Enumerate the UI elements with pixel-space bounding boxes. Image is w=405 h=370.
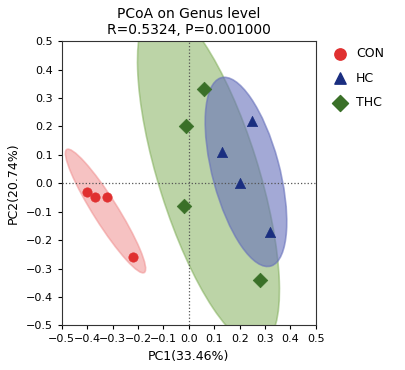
- Point: [219, 149, 225, 155]
- Ellipse shape: [137, 6, 279, 346]
- Ellipse shape: [205, 77, 287, 266]
- Point: [84, 189, 90, 195]
- Point: [257, 277, 263, 283]
- Point: [92, 195, 98, 201]
- Point: [201, 87, 207, 92]
- Point: [104, 195, 111, 201]
- Title: PCoA on Genus level
R=0.5324, P=0.001000: PCoA on Genus level R=0.5324, P=0.001000: [107, 7, 271, 37]
- X-axis label: PC1(33.46%): PC1(33.46%): [148, 350, 230, 363]
- Point: [267, 229, 273, 235]
- Point: [181, 203, 187, 209]
- Legend: CON, HC, THC: CON, HC, THC: [327, 47, 384, 109]
- Point: [249, 118, 256, 124]
- Point: [130, 254, 136, 260]
- Ellipse shape: [65, 149, 146, 273]
- Y-axis label: PC2(20.74%): PC2(20.74%): [7, 142, 20, 224]
- Point: [237, 180, 243, 186]
- Point: [183, 124, 190, 130]
